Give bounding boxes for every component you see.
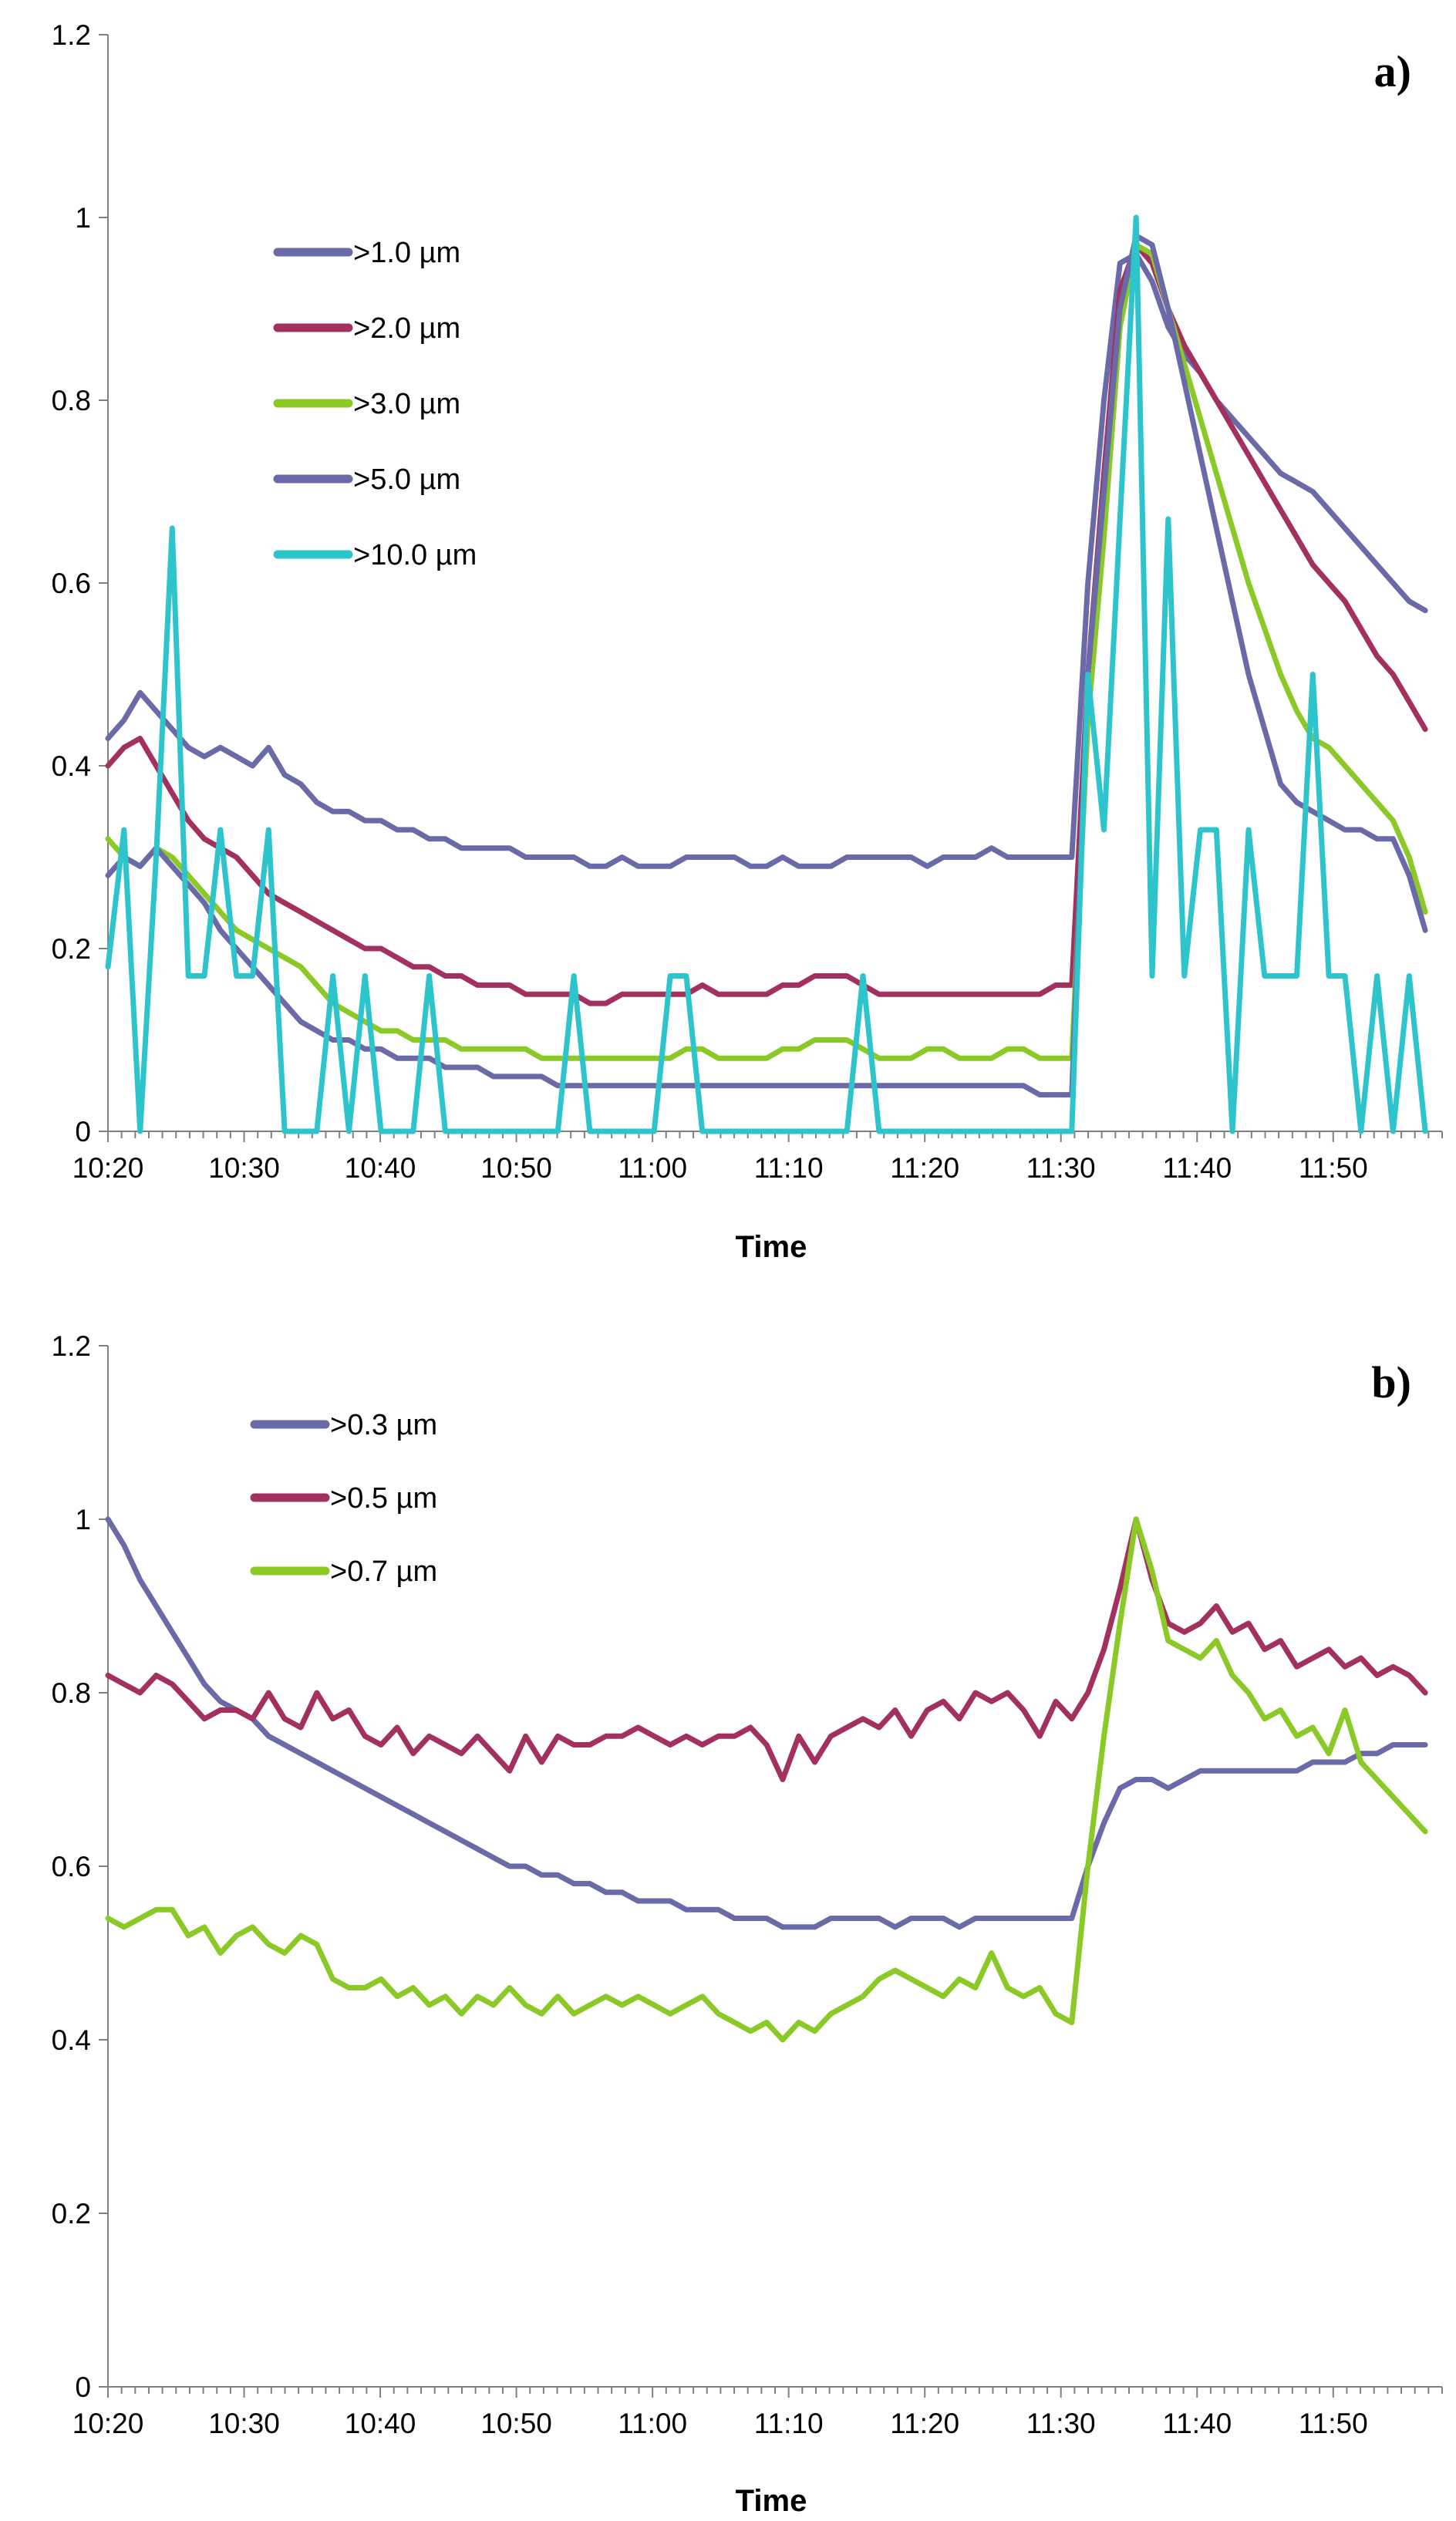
x-tick-label: 10:20 [72,1152,144,1184]
y-tick-label: 0.8 [52,1677,91,1709]
legend-label-2: >2.0 µm [353,312,460,345]
panel-a-x-axis-title: Time [736,1230,807,1264]
x-tick-label: 11:40 [1162,2408,1232,2439]
series-line-2 [105,1516,1428,1782]
x-tick-label: 10:50 [480,2408,552,2439]
x-tick-label: 11:50 [1299,2408,1368,2439]
series-line-2 [105,242,1428,1006]
legend-label-3: >0.7 µm [330,1555,437,1588]
panel-a: a) Time 0 0.2 0.4 0.6 0.8 1 1.2 10:20 10:30 10:40… [52,19,1443,1264]
x-tick-label: 11:50 [1299,1152,1368,1184]
x-tick-label: 11:30 [1026,2408,1096,2439]
y-tick-label: 0.2 [52,2198,91,2229]
y-tick-label: 0.4 [52,2024,91,2056]
x-tick-label: 10:20 [72,2408,144,2439]
y-tick-label: 1.2 [52,1330,91,1362]
panel-b: b) Time 0 0.2 0.4 0.6 0.8 1 1.2 10:20 10:30 10:40… [52,1330,1443,2518]
x-tick-label: 11:40 [1162,1152,1232,1184]
legend-label-5: >10.0 µm [353,539,477,571]
x-tick-label: 11:10 [754,2408,824,2439]
y-tick-label: 1.2 [52,19,91,51]
legend-label-1: >0.3 µm [330,1409,437,1441]
y-tick-label: 0.2 [52,933,91,965]
x-tick-label: 10:30 [208,2408,280,2439]
legend-label-4: >5.0 µm [353,463,460,496]
x-tick-label: 11:10 [754,1152,824,1184]
x-tick-label: 11:30 [1026,1152,1096,1184]
x-tick-label: 10:40 [345,1152,416,1184]
legend-label-3: >3.0 µm [353,388,460,420]
panel-b-label: b) [1371,1357,1411,1407]
x-tick-label: 11:00 [618,2408,687,2439]
y-tick-label: 0 [75,1116,91,1148]
x-tick-label: 10:50 [480,1152,552,1184]
x-tick-label: 11:00 [618,1152,687,1184]
y-tick-label: 0.4 [52,750,91,782]
y-tick-label: 0 [75,2371,91,2403]
legend-label-1: >1.0 µm [353,237,460,269]
series-line-3 [105,1516,1428,2043]
series-line-1 [105,1516,1428,1930]
x-tick-label: 11:20 [890,1152,959,1184]
x-tick-label: 11:20 [890,2408,959,2439]
y-tick-label: 1 [75,202,91,234]
series-line-3 [105,242,1428,1061]
series-line-5 [105,214,1428,1134]
x-tick-label: 10:30 [208,1152,280,1184]
y-tick-label: 0.8 [52,385,91,416]
x-tick-label: 10:40 [345,2408,416,2439]
y-tick-label: 1 [75,1504,91,1535]
y-tick-label: 0.6 [52,1851,91,1882]
y-tick-label: 0.6 [52,568,91,599]
panel-b-x-axis-title: Time [736,2484,807,2518]
panel-a-label: a) [1374,46,1411,96]
legend-label-2: >0.5 µm [330,1482,437,1515]
